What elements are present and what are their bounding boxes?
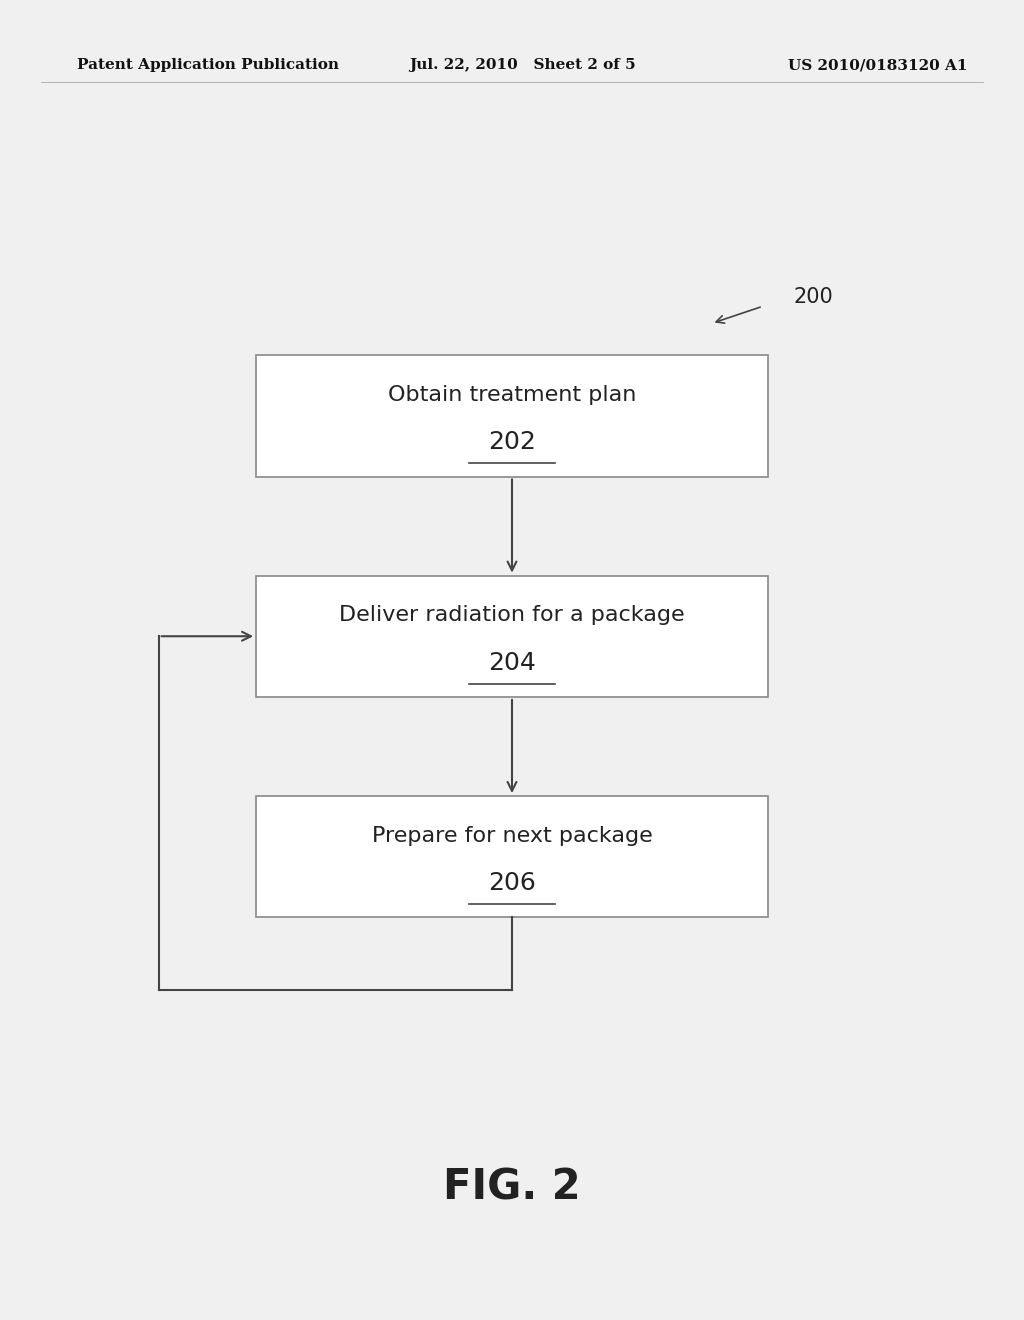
Text: 202: 202 (488, 430, 536, 454)
Bar (256, 355, 768, 477)
Text: 204: 204 (488, 651, 536, 675)
Text: Prepare for next package: Prepare for next package (372, 825, 652, 846)
Bar (256, 796, 768, 917)
Text: US 2010/0183120 A1: US 2010/0183120 A1 (788, 58, 968, 73)
Text: Deliver radiation for a package: Deliver radiation for a package (339, 605, 685, 626)
Text: Jul. 22, 2010   Sheet 2 of 5: Jul. 22, 2010 Sheet 2 of 5 (410, 58, 636, 73)
Text: FIG. 2: FIG. 2 (443, 1167, 581, 1209)
Text: Patent Application Publication: Patent Application Publication (77, 58, 339, 73)
Bar (256, 576, 768, 697)
Text: 206: 206 (488, 871, 536, 895)
Text: 200: 200 (794, 286, 834, 308)
Text: Obtain treatment plan: Obtain treatment plan (388, 384, 636, 405)
